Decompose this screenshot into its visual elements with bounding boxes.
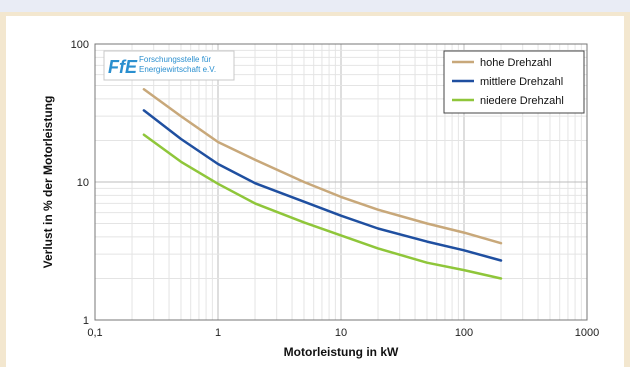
legend-label: mittlere Drehzahl bbox=[480, 76, 563, 88]
legend-label: hohe Drehzahl bbox=[480, 57, 552, 69]
x-tick-label: 1000 bbox=[575, 327, 599, 339]
logo-box bbox=[103, 50, 235, 81]
x-axis-label: Motorleistung in kW bbox=[284, 345, 399, 359]
logo: FfE Forschungsstelle für Energiewirtscha… bbox=[103, 50, 235, 81]
x-tick-label: 100 bbox=[455, 327, 473, 339]
series-line-niedere-drehzahl bbox=[142, 133, 503, 280]
x-tick-label: 1 bbox=[215, 327, 221, 339]
series-line-hohe-drehzahl bbox=[142, 88, 503, 245]
logo-line-2: Energiewirtschaft e.V. bbox=[139, 65, 216, 74]
y-tick-label: 1 bbox=[83, 315, 89, 327]
legend-label: niedere Drehzahl bbox=[480, 95, 564, 107]
legend: hohe Drehzahl mittlere Drehzahl niedere Dr… bbox=[443, 50, 585, 114]
grid bbox=[94, 44, 587, 321]
plot-border bbox=[94, 43, 588, 321]
x-tick-label: 0,1 bbox=[87, 327, 102, 339]
logo-line-1: Forschungsstelle für bbox=[139, 55, 211, 64]
logo-mark: FfE bbox=[108, 57, 138, 77]
x-tick-label: 10 bbox=[335, 327, 347, 339]
y-tick-label: 100 bbox=[71, 39, 89, 51]
series-line-mittlere-drehzahl bbox=[142, 109, 503, 262]
y-tick-label: 10 bbox=[77, 177, 89, 189]
series-lines bbox=[142, 88, 503, 280]
y-axis-label: Verlust in % der Motorleistung bbox=[41, 96, 55, 269]
